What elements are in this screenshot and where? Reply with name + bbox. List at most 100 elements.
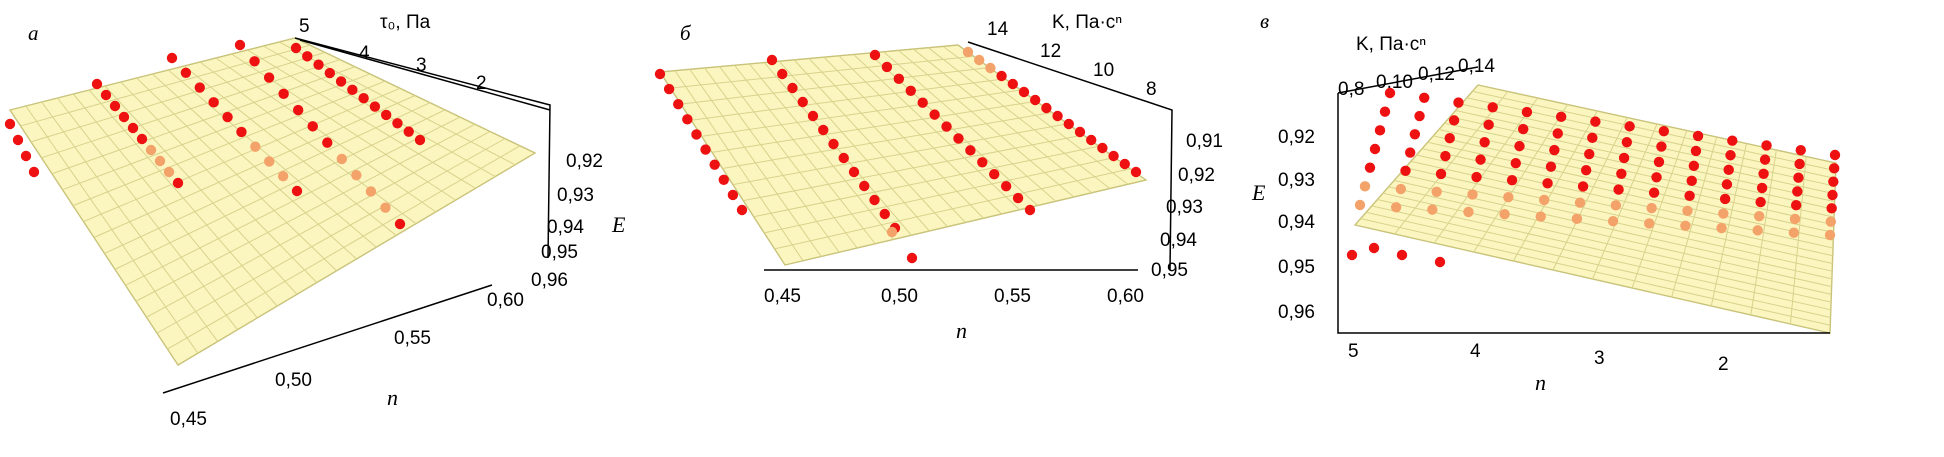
panel-c-data-point — [1369, 143, 1381, 155]
panel-b-data-point — [1030, 94, 1041, 106]
panel-a-data-point — [127, 122, 139, 134]
panel-a-data-point — [236, 126, 247, 138]
panel-c-data-point — [1409, 129, 1421, 140]
panel-c-data-point — [1752, 225, 1763, 236]
panel-b-x-axis-label: n — [956, 318, 967, 343]
panel-b-y-tick: 8 — [1146, 79, 1157, 100]
panel-a-z-tick: 0,96 — [531, 270, 568, 291]
panel-b-data-point — [1012, 192, 1024, 204]
surface-gridline — [62, 73, 371, 191]
panel-c-data-point — [1514, 140, 1525, 152]
surface-gridline — [156, 138, 506, 334]
panel-a-data-point — [307, 121, 318, 132]
panel-c-data-point — [1384, 87, 1396, 99]
panel-c-data-point — [1761, 140, 1772, 151]
panel-c-data-point — [1404, 147, 1416, 158]
panel-c-data-point — [1824, 229, 1836, 241]
panel-b-data-point — [1097, 142, 1108, 154]
surface-gridline — [712, 100, 1037, 153]
panel-b-data-point — [886, 226, 898, 238]
surface-gridline — [114, 109, 446, 270]
panel-c-data-point — [1427, 204, 1438, 215]
panel-b-data-point — [1018, 86, 1030, 98]
panel-a-data-point — [166, 52, 178, 64]
panel-c-data-point — [1555, 111, 1567, 123]
panel-a-data-point — [249, 56, 260, 67]
panel-c-data-point — [1574, 197, 1586, 208]
panel-a-data-point — [369, 101, 381, 112]
panel-c-data-point — [1610, 200, 1622, 211]
panel-c-data-point — [1825, 216, 1837, 227]
panel-c-data-point — [1499, 209, 1510, 220]
panel-c-data-point — [1584, 148, 1595, 160]
surface-gridline — [135, 123, 476, 302]
surface-gridline — [680, 67, 990, 105]
panel-b-grid — [670, 45, 1131, 262]
panel-c-data-point — [1719, 193, 1731, 205]
panel-c-x-tick: 4 — [1470, 341, 1481, 362]
surface-gridline — [41, 59, 341, 159]
panel-c-data-point — [1682, 205, 1693, 216]
panel-c-data-point — [1545, 161, 1557, 172]
panel-a-data-point — [290, 42, 302, 54]
panel-c-y-tick: 0,8 — [1338, 79, 1364, 100]
panel-c-data-point — [1471, 171, 1482, 183]
panel-c-data-point — [1453, 97, 1464, 108]
surface-gridline — [670, 55, 974, 89]
panel-c-data-point — [1431, 186, 1442, 197]
surface-gridline — [691, 78, 1006, 121]
panel-a-data-point — [208, 97, 219, 108]
surface-gridline — [51, 66, 356, 175]
panel-c-data-point — [1756, 182, 1768, 194]
panel-c-label: в — [1260, 9, 1269, 33]
panel-c-data-point — [1510, 157, 1521, 169]
panel-c-k-axis — [1337, 66, 1479, 94]
panel-c-data-point — [1644, 218, 1655, 229]
panel-a-data-point — [324, 67, 336, 79]
panel-a-data-point — [291, 185, 303, 197]
panel-a-data-point — [347, 84, 358, 96]
panel-a-data-point — [234, 39, 246, 51]
panel-a-data-point — [145, 144, 157, 156]
panel-b-x-tick: 0,55 — [994, 286, 1031, 307]
panel-b-data-point — [1108, 150, 1119, 162]
panel-c-data-point — [1467, 189, 1478, 200]
panel-c-data-point — [1506, 174, 1518, 186]
panel-a-data-point — [358, 92, 369, 104]
panel-b-data-point — [965, 145, 976, 156]
panel-c-data-point — [1680, 220, 1691, 231]
panel-a-data-point — [250, 141, 261, 152]
panel-b-axis-box — [967, 41, 1173, 271]
panel-b-z-tick: 0,93 — [1166, 197, 1203, 218]
panel-b-data-point — [838, 152, 849, 164]
panel-c-y-tick: 0,10 — [1376, 72, 1413, 93]
panel-a-y-tick: 2 — [476, 73, 487, 94]
surface-gridline — [1394, 91, 1509, 235]
panel-b: б 14 12 10 8 K, Па·сⁿ 0,91 0,92 0,93 0,9… — [654, 12, 1223, 343]
panel-b-data-point — [1052, 110, 1063, 122]
panel-c-x-tick: 2 — [1718, 354, 1729, 375]
panel-b-data-point — [727, 189, 739, 201]
panel-c-data-point — [1686, 175, 1697, 187]
panel-c-data-point — [1646, 202, 1657, 214]
panel-c-data-point — [1463, 206, 1474, 218]
panel-c-data-point — [1829, 149, 1841, 161]
panel-c-data-point — [1721, 179, 1733, 190]
panel-a-grid — [20, 41, 521, 354]
panel-b-data-point — [1086, 134, 1097, 146]
panel-a-data-point — [20, 150, 32, 162]
panel-a-data-point — [4, 118, 16, 130]
panel-a-z-tick: 0,93 — [557, 185, 594, 206]
panel-b-data-point — [869, 194, 880, 206]
panel-b-x-tick: 0,50 — [881, 286, 918, 307]
panel-c-y-tick: 0,12 — [1418, 64, 1455, 85]
panel-c-data-point — [1590, 116, 1601, 127]
panel-c: в 0,8 0,10 0,12 0,14 K, Па·сⁿ 0,92 0,93 … — [1251, 9, 1841, 395]
panel-a-x-tick: 0,60 — [487, 290, 524, 311]
panel-a-data-point — [392, 118, 403, 129]
panel-a-x-axis-label: n — [387, 385, 398, 410]
panel-b-data-point — [654, 68, 666, 80]
panel-b-data-point — [1119, 158, 1131, 170]
surface-gridline — [743, 134, 1084, 202]
panel-a-data-point — [380, 109, 392, 121]
